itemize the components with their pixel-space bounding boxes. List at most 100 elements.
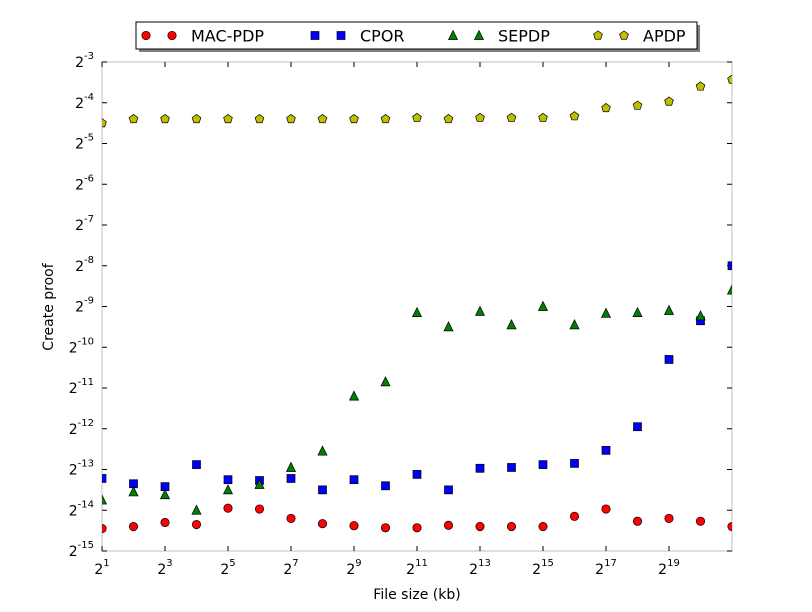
data-point: [475, 112, 485, 122]
legend-marker: [167, 30, 177, 41]
y-tick-label: 2-5: [75, 133, 94, 153]
data-point: [474, 305, 486, 316]
data-point: [570, 459, 579, 468]
legend-label: CPOR: [360, 27, 405, 46]
data-point: [285, 461, 297, 472]
data-point: [102, 474, 107, 483]
data-point: [160, 114, 170, 124]
data-point: [538, 112, 548, 122]
x-tick-label: 215: [532, 558, 554, 578]
data-points: [102, 74, 732, 534]
data-point: [632, 306, 643, 317]
data-point: [601, 103, 611, 113]
data-point: [102, 494, 108, 505]
y-tick-label: 2-8: [75, 255, 94, 275]
data-point: [191, 114, 202, 124]
data-point: [318, 485, 327, 495]
y-tick-label: 2-13: [69, 459, 94, 479]
data-point: [726, 284, 732, 295]
legend-marker: [141, 30, 151, 41]
data-point: [160, 517, 170, 528]
data-point: [317, 114, 328, 124]
y-axis-ticks: 2-15 2-14 2-13 2-12 2-11 2-10 2-9 2-8 2-7 2-6 2-5 2…: [69, 51, 732, 560]
data-point: [286, 474, 296, 483]
data-point: [443, 114, 454, 124]
series-cpor: [102, 261, 732, 495]
legend-box: [135, 21, 698, 50]
data-point: [254, 114, 265, 124]
data-point: [412, 470, 422, 479]
legend-marker: [473, 29, 485, 40]
data-point: [102, 524, 107, 534]
data-point: [412, 112, 422, 122]
data-point: [128, 521, 139, 532]
y-tick-label: 2-9: [75, 296, 94, 316]
data-point: [380, 523, 391, 533]
y-tick-label: 2-10: [69, 336, 94, 356]
x-tick-label: 217: [595, 558, 617, 578]
data-point: [537, 300, 549, 311]
data-point: [317, 445, 328, 456]
legend-marker: [447, 29, 459, 40]
data-point: [538, 521, 548, 532]
data-point: [601, 504, 611, 514]
y-tick-label: 2-6: [75, 173, 94, 193]
data-point: [569, 319, 580, 330]
y-tick-label: 2-7: [75, 214, 94, 234]
legend-label: APDP: [643, 27, 686, 46]
data-point: [223, 475, 233, 485]
data-point: [254, 504, 265, 514]
data-point: [348, 390, 360, 401]
data-point: [664, 355, 674, 364]
x-tick-label: 27: [283, 558, 298, 578]
data-point: [632, 100, 643, 110]
y-tick-label: 2-11: [69, 377, 94, 397]
data-point: [128, 114, 139, 124]
series-apdp: [102, 74, 732, 128]
data-point: [411, 306, 423, 317]
data-point: [633, 422, 642, 432]
legend-marker: [336, 31, 346, 40]
data-point: [695, 81, 706, 91]
data-point: [102, 118, 107, 128]
data-point: [286, 513, 296, 523]
data-point: [695, 516, 706, 526]
data-point: [538, 460, 548, 469]
data-point: [443, 321, 454, 332]
data-point: [191, 519, 202, 530]
data-point: [569, 511, 580, 521]
y-axis-label: Create proof: [41, 262, 57, 350]
data-point: [664, 96, 674, 106]
legend-marker: [619, 30, 629, 40]
data-point: [664, 513, 674, 523]
data-point: [128, 486, 139, 497]
legend-marker: [593, 30, 603, 40]
data-point: [380, 114, 391, 124]
data-point: [223, 114, 233, 124]
legend-label: SEPDP: [498, 27, 550, 46]
data-point: [600, 307, 612, 318]
y-tick-label: 2-3: [75, 51, 94, 71]
legend: MAC-PDP CPOR SEPDP APDP: [135, 21, 700, 52]
data-point: [663, 304, 675, 315]
data-point: [381, 481, 390, 491]
x-tick-label: 25: [220, 558, 235, 578]
data-point: [254, 478, 265, 489]
data-point: [349, 521, 359, 531]
x-tick-label: 211: [406, 558, 428, 578]
data-point: [223, 503, 233, 513]
data-point: [222, 484, 234, 495]
data-point: [506, 521, 517, 532]
y-tick-label: 2-4: [75, 92, 94, 112]
x-tick-label: 23: [157, 558, 172, 578]
data-point: [727, 74, 732, 84]
data-point: [192, 460, 201, 469]
data-point: [695, 310, 706, 321]
y-tick-label: 2-14: [69, 499, 94, 519]
data-point: [727, 522, 732, 532]
data-point: [475, 521, 485, 532]
data-point: [412, 523, 422, 533]
y-tick-label: 2-15: [69, 540, 94, 560]
data-point: [443, 520, 454, 530]
